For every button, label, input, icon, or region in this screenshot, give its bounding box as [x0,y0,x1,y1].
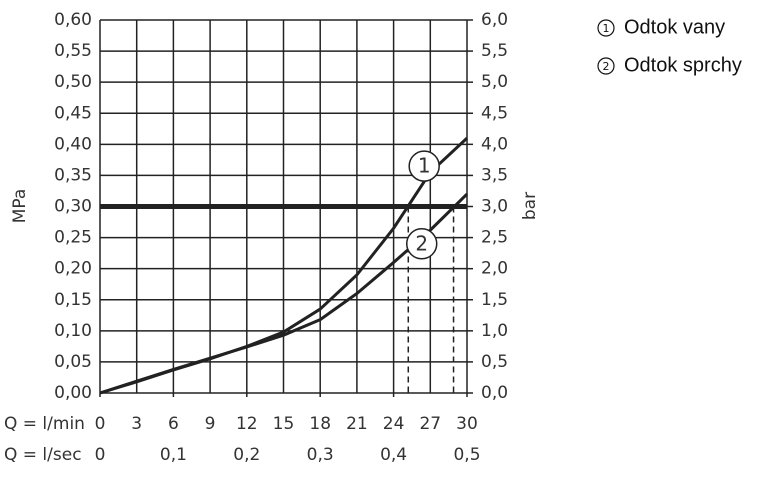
y2-tick-label: 4,0 [481,134,508,154]
y-tick-label: 0,00 [54,383,92,403]
series-callout [408,150,440,182]
y2-tick-label: 4,5 [481,103,508,123]
x-tick-label: 12 [236,414,258,434]
y-tick-label: 0,35 [54,165,92,185]
series-callout-label: 1 [418,154,431,178]
y-tick-label: 0,25 [54,228,92,248]
series-callout-label: 2 [415,231,428,255]
y-tick-label: 0,50 [54,72,92,92]
y-tick-label: 0,40 [54,134,92,154]
y2-tick-label: 0,5 [481,352,508,372]
y2-tick-label: 6,0 [481,10,508,30]
y-tick-label: 0,15 [54,290,92,310]
y2-tick-label: 3,5 [481,165,508,185]
series-line [99,192,469,395]
y2-tick-label: 5,5 [481,41,508,61]
y2-tick-label: 5,0 [481,72,508,92]
y2-tick-label: 1,0 [481,321,508,341]
y-tick-label: 0,60 [54,10,92,30]
y-tick-label: 0,45 [54,103,92,123]
x2-tick-label: 0,1 [160,445,187,465]
x-tick-label: 24 [383,414,405,434]
x-tick-label: 9 [205,414,216,434]
x-tick-label: 0 [95,414,106,434]
y-tick-label: 0,30 [54,197,92,217]
x-tick-label: 3 [131,414,142,434]
x-tick-label: 21 [346,414,368,434]
x2-tick-label: 0,2 [233,445,260,465]
x2-tick-label: 0,3 [307,445,334,465]
legend-marker-label: 1 [603,22,610,35]
legend-label: Odtok sprchy [624,54,742,76]
legend-marker [597,19,615,37]
y-tick-label: 0,05 [54,352,92,372]
y2-tick-label: 1,5 [481,290,508,310]
y2-tick-label: 2,5 [481,228,508,248]
legend-label: Odtok vany [624,16,725,38]
y2-tick-label: 2,0 [481,259,508,279]
x-tick-label: 18 [309,414,331,434]
x-tick-label: 30 [456,414,478,434]
x2-tick-label: 0,4 [380,445,407,465]
x-tick-label: 6 [168,414,179,434]
x-axis-label: Q = l/min [4,414,85,434]
y-tick-label: 0,10 [54,321,92,341]
legend-marker [597,57,615,75]
y2-axis-label: bar [520,192,540,220]
legend-marker-label: 2 [603,60,610,73]
y-axis-label: MPa [10,189,30,224]
y-tick-label: 0,20 [54,259,92,279]
x2-tick-label: 0 [95,445,106,465]
y2-tick-label: 3,0 [481,197,508,217]
y2-tick-label: 0,0 [481,383,508,403]
x2-tick-label: 0,5 [453,445,480,465]
series-callout [405,228,438,260]
y-tick-label: 0,55 [54,41,92,61]
x2-axis-label: Q = l/sec [4,445,82,465]
x-tick-label: 15 [273,414,295,434]
x-tick-label: 27 [419,414,441,434]
